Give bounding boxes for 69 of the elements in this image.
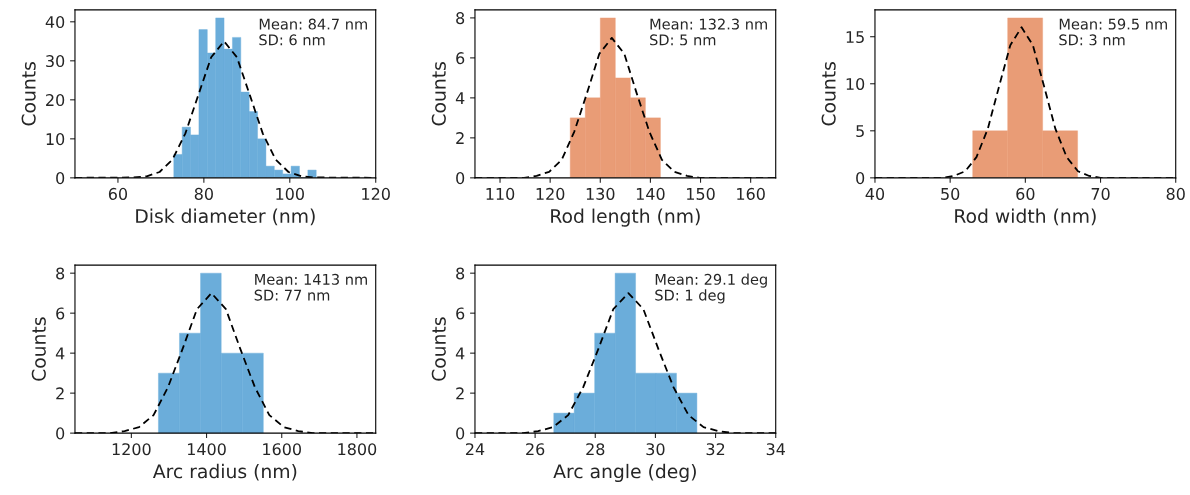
x-tick-label: 160: [737, 187, 765, 200]
y-tick-label: 6: [456, 52, 465, 65]
x-tick-label: 80: [194, 187, 213, 200]
y-tick-label: 4: [455, 347, 465, 360]
annotation: SD: 6 nm: [259, 34, 325, 46]
x-tick-label: 60: [108, 187, 128, 200]
x-axis-title: Arc angle (deg): [553, 463, 696, 483]
y-tick-label: 5: [856, 125, 864, 138]
annotation: Mean: 132.3 nm: [650, 18, 767, 30]
y-tick-label: 0: [56, 172, 65, 185]
y-tick-label: 2: [456, 132, 464, 144]
x-tick-label: 28: [586, 443, 605, 456]
annotation: SD: 1 deg: [655, 289, 725, 304]
y-tick-label: 0: [456, 427, 465, 440]
x-tick-label: 120: [536, 187, 565, 200]
x-tick-label: 60: [1016, 187, 1035, 200]
x-axis-title: Rod width (nm): [955, 208, 1096, 226]
annotation: SD: 3 nm: [1059, 34, 1125, 46]
x-tick-label: 40: [865, 187, 885, 200]
x-tick-label: 110: [486, 187, 515, 200]
y-tick-label: 4: [55, 347, 65, 360]
annotation: Mean: 84.7 nm: [259, 18, 367, 30]
annotation: Mean: 59.5 nm: [1059, 18, 1167, 30]
x-tick-label: 130: [586, 187, 615, 200]
y-tick-label: 0: [856, 172, 865, 185]
x-tick-label: 26: [526, 443, 545, 456]
x-tick-label: 1400: [187, 443, 226, 456]
y-tick-label: 15: [846, 31, 864, 44]
annotation: Mean: 1413 nm: [255, 273, 367, 285]
x-tick-label: 80: [1166, 187, 1185, 200]
x-tick-label: 50: [941, 187, 960, 200]
y-tick-label: 4: [455, 92, 465, 104]
y-tick-label: 8: [56, 267, 65, 280]
y-tick-label: 2: [456, 387, 464, 400]
x-tick-label: 1800: [338, 443, 377, 456]
x-axis-title: Disk diameter (nm): [136, 208, 315, 226]
y-axis-title: Counts: [821, 62, 836, 126]
y-tick-label: 0: [56, 427, 65, 440]
x-axis-title: Rod length (nm): [551, 208, 700, 227]
y-tick-label: 10: [846, 77, 865, 91]
y-axis-title: Counts: [21, 62, 36, 126]
y-tick-label: 10: [46, 133, 65, 146]
x-tick-label: 34: [766, 443, 785, 456]
y-axis-title: Counts: [431, 62, 446, 126]
y-tick-label: 6: [56, 307, 65, 320]
x-tick-label: 32: [706, 443, 725, 456]
x-tick-label: 1200: [112, 443, 151, 456]
annotation: SD: 77 nm: [254, 289, 330, 301]
y-tick-label: 2: [56, 387, 64, 400]
annotation: Mean: 29.1 deg: [655, 273, 767, 288]
x-tick-label: 30: [646, 443, 665, 456]
y-tick-label: 6: [456, 307, 465, 320]
x-tick-label: 100: [276, 187, 304, 200]
x-tick-label: 24: [465, 443, 485, 455]
y-tick-label: 20: [46, 94, 65, 107]
y-tick-label: 8: [456, 12, 465, 25]
y-axis-title: Counts: [31, 317, 46, 381]
y-tick-label: 8: [456, 267, 465, 280]
y-tick-label: 40: [45, 16, 65, 29]
y-tick-label: 30: [46, 55, 65, 68]
annotation: SD: 5 nm: [650, 34, 716, 46]
y-tick-label: 0: [456, 172, 465, 185]
x-tick-label: 120: [362, 187, 390, 200]
y-axis-title: Counts: [431, 317, 446, 381]
x-tick-label: 1600: [263, 443, 301, 456]
x-tick-label: 140: [636, 187, 665, 200]
x-tick-label: 70: [1091, 187, 1110, 200]
x-axis-title: Arc radius (nm): [152, 463, 297, 481]
x-tick-label: 150: [687, 187, 715, 200]
